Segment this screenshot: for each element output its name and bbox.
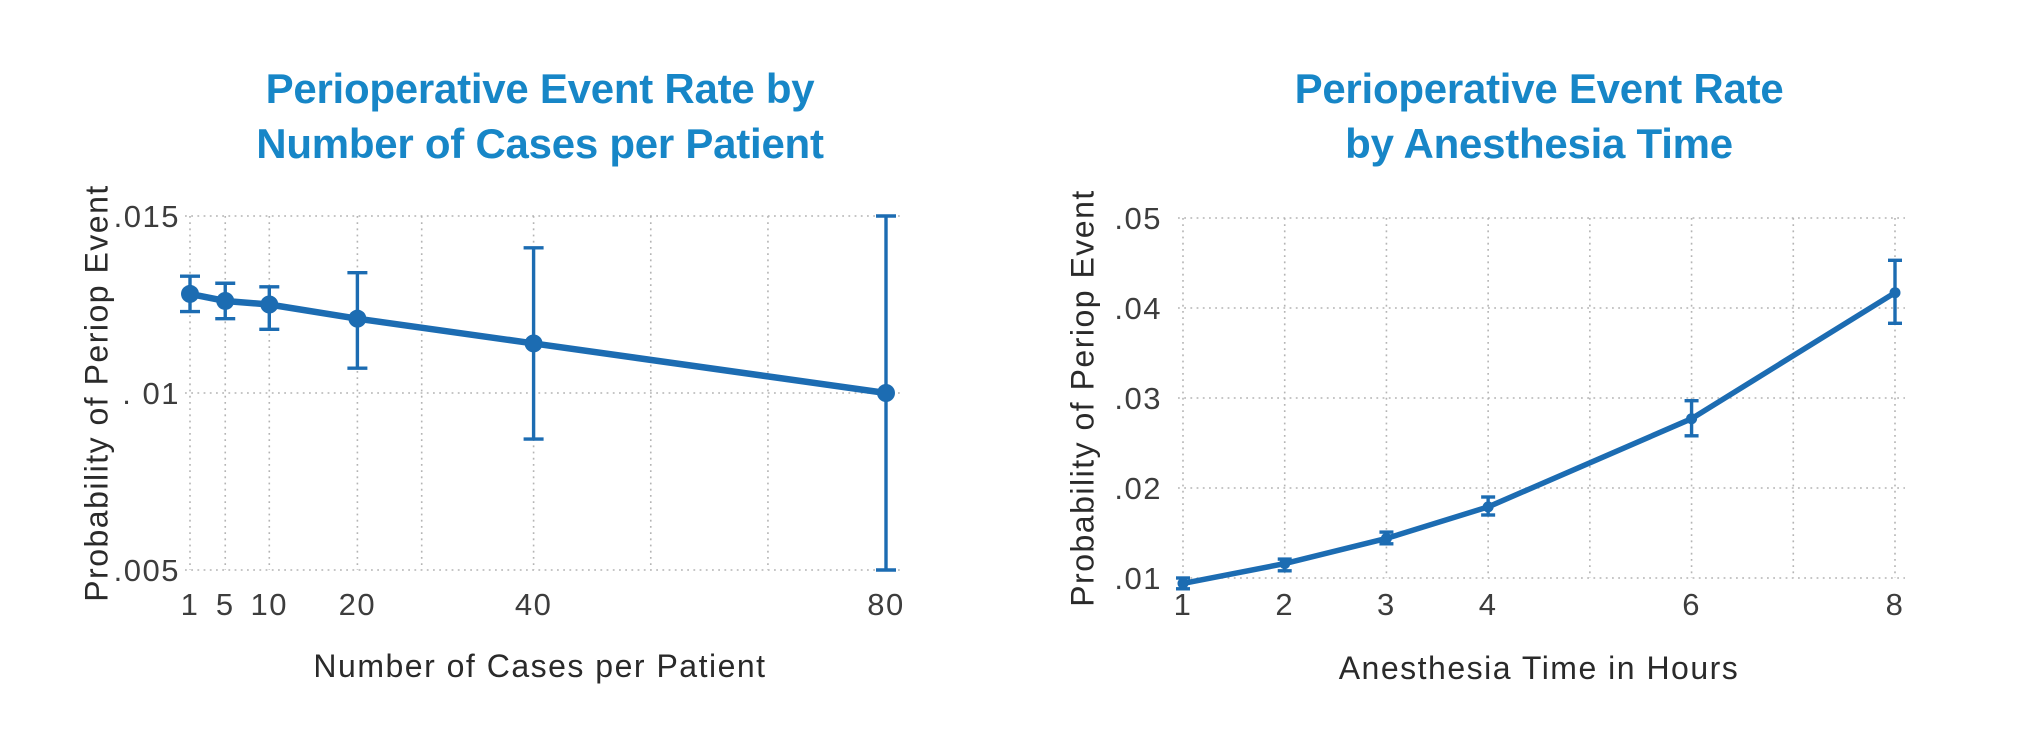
x-tick-label: 8	[1886, 587, 1905, 622]
gridlines	[1178, 217, 1905, 579]
data-point	[348, 309, 367, 328]
y-tick-label: .04	[1114, 291, 1162, 326]
y-tick-label: .015	[114, 199, 180, 234]
y-tick-label: .02	[1114, 471, 1162, 506]
data-point	[524, 334, 543, 353]
x-tick-label: 4	[1479, 587, 1498, 622]
data-point	[1177, 577, 1189, 589]
data-point	[1380, 532, 1392, 544]
x-tick-label: 1	[181, 587, 200, 622]
chart-title-anesthesia-line1: Perioperative Event Rate	[1294, 65, 1784, 112]
x-tick-label: 3	[1377, 587, 1396, 622]
x-tick-label: 40	[515, 587, 552, 622]
tick-labels: .05 .04 .03 .02 .01 1 2 3 4 6 8	[1114, 201, 1905, 622]
x-axis-title-cases: Number of Cases per Patient	[313, 648, 767, 684]
data-point	[260, 295, 279, 314]
chart-1: .05 .04 .03 .02 .01 1 2 3 4 6 8	[1114, 201, 1905, 622]
y-tick-label: .03	[1114, 381, 1162, 416]
x-tick-label: 5	[216, 587, 235, 622]
chart-title-anesthesia: Perioperative Event Rate by Anesthesia T…	[1183, 62, 1895, 171]
data-point	[1279, 558, 1291, 570]
y-tick-label: .01	[1114, 561, 1162, 596]
y-tick-label: .005	[114, 553, 180, 588]
data-points	[1177, 287, 1901, 589]
series-line	[1180, 289, 1898, 587]
data-point	[1889, 287, 1901, 299]
x-axis-title-anesthesia: Anesthesia Time in Hours	[1338, 650, 1740, 686]
data-point	[1482, 501, 1494, 513]
chart-title-anesthesia-line2: by Anesthesia Time	[1345, 119, 1733, 167]
y-tick-label: .05	[1114, 201, 1162, 236]
y-axis-title-anesthesia: Probability of Periop Event	[1064, 189, 1101, 607]
data-point	[1686, 413, 1698, 425]
y-tick-label: . 01	[122, 376, 180, 411]
x-tick-label: 80	[867, 587, 904, 622]
error-bars	[1176, 258, 1902, 591]
data-point	[181, 284, 199, 303]
y-axis-title-cases: Probability of Periop Event	[78, 184, 115, 602]
x-tick-label: 1	[1174, 587, 1193, 622]
error-bars	[180, 214, 896, 572]
chart-title-cases: Perioperative Event Rate by Number of Ca…	[190, 62, 890, 171]
data-points	[181, 284, 895, 402]
chart-title-cases-line2: Number of Cases per Patient	[256, 119, 824, 167]
chart-title-cases-line1: Perioperative Event Rate by	[265, 65, 815, 112]
x-tick-label: 6	[1682, 587, 1701, 622]
x-tick-label: 20	[339, 587, 376, 622]
gridlines	[185, 215, 900, 571]
x-tick-label: 2	[1275, 587, 1294, 622]
data-point	[877, 384, 895, 402]
data-point	[216, 291, 235, 310]
x-tick-label: 10	[251, 587, 288, 622]
